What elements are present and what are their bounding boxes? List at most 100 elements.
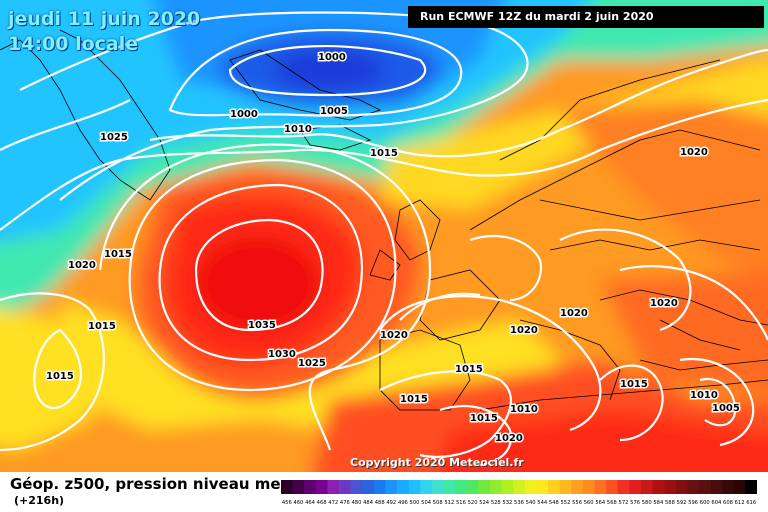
color-scale-swatch bbox=[350, 480, 363, 494]
color-scale-swatch bbox=[478, 480, 491, 494]
isobar-label: 1005 bbox=[320, 106, 348, 117]
color-scale-tick-label: 564 bbox=[595, 500, 606, 506]
color-scale-tick-label: 572 bbox=[619, 500, 629, 506]
isobar-label: 1025 bbox=[298, 358, 326, 369]
isobar-label: 1025 bbox=[100, 132, 128, 143]
color-scale-tick-label: 504 bbox=[421, 500, 432, 506]
color-scale-swatch bbox=[524, 480, 537, 494]
color-scale-tick-label: 548 bbox=[549, 500, 559, 506]
color-scale-swatch bbox=[617, 480, 630, 494]
color-scale-swatch bbox=[687, 480, 700, 494]
isobar-label: 1030 bbox=[268, 349, 296, 360]
color-scale-swatch bbox=[443, 480, 456, 494]
isobar-labels: 1000 1000 1005 1005 1010 1010 1010 1015 … bbox=[45, 51, 742, 446]
color-scale-swatch bbox=[606, 480, 618, 494]
color-scale-tick-label: 552 bbox=[560, 500, 570, 506]
color-scale-tick-label: 508 bbox=[433, 500, 443, 506]
color-scale-swatch bbox=[513, 480, 526, 494]
color-scale-tick-label: 488 bbox=[375, 500, 385, 506]
color-scale-swatch bbox=[466, 480, 479, 494]
color-scale-tick-label: 500 bbox=[410, 500, 420, 506]
color-scale-swatch bbox=[710, 480, 723, 494]
color-scale-swatch bbox=[292, 480, 305, 494]
color-scale-swatch bbox=[733, 480, 746, 494]
color-scale-tick-label: 544 bbox=[537, 500, 548, 506]
color-scale-swatch bbox=[304, 480, 317, 494]
color-scale-tick-label: 600 bbox=[700, 500, 710, 506]
color-scale-swatch bbox=[722, 480, 735, 494]
color-scale-tick-label: 524 bbox=[479, 500, 490, 506]
color-scale-swatch bbox=[594, 480, 607, 494]
isobar-label: 1020 bbox=[650, 298, 678, 309]
color-scale-tick-label: 532 bbox=[502, 500, 512, 506]
isobar-label: 1035 bbox=[248, 320, 276, 331]
legend-bar: Géop. z500, pression niveau mer (+216h) … bbox=[0, 472, 768, 512]
color-scale-swatch bbox=[362, 480, 375, 494]
color-scale-tick-label: 464 bbox=[305, 500, 316, 506]
isobar-label: 1020 bbox=[560, 308, 588, 319]
color-scale-swatch bbox=[339, 480, 351, 494]
color-scale-tick-label: 456 bbox=[282, 500, 292, 506]
forecast-lead-time: (+216h) bbox=[14, 494, 65, 507]
isobar-label: 1010 bbox=[690, 390, 718, 401]
color-scale-swatch bbox=[373, 480, 386, 494]
color-scale-swatch bbox=[559, 480, 572, 494]
color-scale-swatch bbox=[408, 480, 421, 494]
color-scale-tick-label: 576 bbox=[630, 500, 640, 506]
isobar-label: 1005 bbox=[712, 403, 740, 414]
color-scale-tick-label: 484 bbox=[363, 500, 374, 506]
color-scale-tick-label: 516 bbox=[456, 500, 466, 506]
color-scale-swatch bbox=[745, 480, 757, 494]
isobars bbox=[0, 11, 768, 467]
isobar-label: 1010 bbox=[510, 404, 538, 415]
color-scale-swatch bbox=[571, 480, 584, 494]
color-scale-swatch bbox=[281, 480, 293, 494]
color-scale-tick-label: 580 bbox=[642, 500, 652, 506]
color-scale-tick-label: 496 bbox=[398, 500, 408, 506]
color-scale-swatch bbox=[397, 480, 410, 494]
color-scale-tick-label: 592 bbox=[677, 500, 687, 506]
model-run-label: Run ECMWF 12Z du mardi 2 juin 2020 bbox=[408, 6, 764, 28]
color-scale-tick-label: 480 bbox=[352, 500, 362, 506]
color-scale-tick-label: 460 bbox=[293, 500, 303, 506]
color-scale-tick-label: 588 bbox=[665, 500, 675, 506]
isobar-label: 1020 bbox=[68, 260, 96, 271]
color-scale-tick-label: 512 bbox=[444, 500, 454, 506]
color-scale-swatch bbox=[640, 480, 653, 494]
weather-map: 1000 1000 1005 1005 1010 1010 1010 1015 … bbox=[0, 0, 768, 472]
isobar-label: 1015 bbox=[400, 394, 428, 405]
color-scale-tick-label: 568 bbox=[607, 500, 617, 506]
isobar-label: 1015 bbox=[470, 413, 498, 424]
color-scale-tick-label: 492 bbox=[386, 500, 396, 506]
color-scale-tick-label: 540 bbox=[526, 500, 536, 506]
color-scale-tick-label: 468 bbox=[317, 500, 327, 506]
color-scale-swatch bbox=[536, 480, 549, 494]
color-scale-swatch bbox=[315, 480, 328, 494]
color-scale-tick-label: 604 bbox=[711, 500, 722, 506]
isobar-label: 1020 bbox=[380, 330, 408, 341]
color-scale-tick-label: 528 bbox=[491, 500, 501, 506]
isobar-label: 1020 bbox=[510, 325, 538, 336]
color-scale-swatch bbox=[629, 480, 642, 494]
color-scale-tick-label: 476 bbox=[340, 500, 350, 506]
isobar-label: 1010 bbox=[284, 124, 312, 135]
isobar-label: 1015 bbox=[370, 148, 398, 159]
forecast-date: jeudi 11 juin 2020 bbox=[8, 8, 201, 30]
color-scale-swatch bbox=[675, 480, 688, 494]
color-scale-tick-label: 536 bbox=[514, 500, 524, 506]
color-scale-swatch bbox=[652, 480, 665, 494]
isobar-label: 1015 bbox=[88, 321, 116, 332]
color-scale-swatch bbox=[489, 480, 502, 494]
color-scale-tick-label: 608 bbox=[723, 500, 733, 506]
isobar-label: 1015 bbox=[620, 379, 648, 390]
legend-title: Géop. z500, pression niveau mer bbox=[10, 475, 288, 493]
color-scale-swatch bbox=[431, 480, 444, 494]
isobar-label: 1015 bbox=[46, 371, 74, 382]
isobar-label: 1015 bbox=[104, 249, 132, 260]
isobar-label: 1000 bbox=[318, 52, 346, 63]
color-scale-swatch bbox=[385, 480, 398, 494]
color-scale-tick-label: 596 bbox=[688, 500, 698, 506]
color-scale-swatch bbox=[327, 480, 340, 494]
forecast-time: 14:00 locale bbox=[8, 33, 139, 55]
color-scale-swatch bbox=[582, 480, 595, 494]
